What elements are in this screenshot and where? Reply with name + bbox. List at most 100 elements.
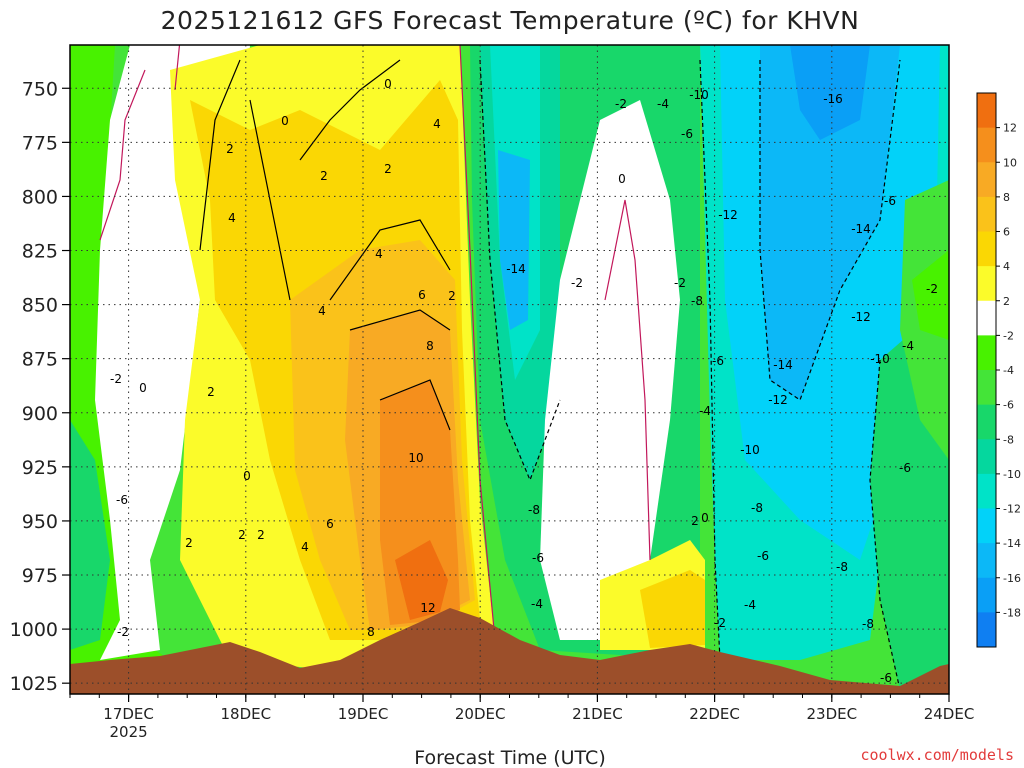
band-neg2-late [912, 250, 949, 340]
x-tick-label: 23DEC [807, 705, 858, 723]
colorbar-swatch [977, 162, 996, 198]
colorbar-label: 12 [1003, 122, 1017, 135]
x-tick-label: 19DEC [338, 705, 389, 723]
y-axis: 750 775 800 825 850 875 900 925 950 975 1000 1025 [10, 78, 70, 695]
contour-cold-2 [699, 59, 721, 661]
contour-label: -8 [862, 617, 874, 631]
band-neg6-left [70, 420, 110, 650]
contour-label: 4 [301, 540, 309, 554]
contour-label: 2 [185, 536, 193, 550]
colorbar-swatch [977, 508, 996, 544]
contour-label: -6 [116, 493, 128, 507]
contour-label: 2 [691, 514, 699, 528]
colorbar-swatch [977, 93, 996, 129]
contour-label: -4 [699, 404, 711, 418]
contour-label: -12 [851, 310, 871, 324]
colorbar-swatch [977, 300, 996, 336]
x-tick-label: 20DEC [455, 705, 506, 723]
x-axis: 17DEC 18DEC 19DEC 20DEC 21DEC 22DEC 23DEC 24DEC… [69, 694, 974, 741]
band-neg16-late [790, 45, 870, 140]
colorbar-swatch [977, 404, 996, 440]
colorbar-swatch [977, 439, 996, 475]
contour-label: 2 [207, 385, 215, 399]
contour-label: -6 [884, 194, 896, 208]
terrain [70, 608, 949, 694]
contour-label: -6 [757, 549, 769, 563]
colorbar-swatch [977, 127, 996, 163]
credit-text: coolwx.com/models [860, 746, 1014, 764]
contour-label: -4 [744, 598, 756, 612]
colorbar-label: -18 [1003, 606, 1021, 619]
contour-label: 6 [418, 288, 426, 302]
band-neg14-early [498, 150, 530, 330]
colorbar-label: -10 [1003, 468, 1021, 481]
band-12 [395, 540, 448, 620]
colorbar-label: 6 [1003, 226, 1010, 239]
y-tick-label: 850 [22, 295, 58, 317]
contour-label: -2 [714, 616, 726, 630]
x-tick-label: 17DEC [103, 705, 154, 723]
contour-zero-20dec [459, 45, 496, 641]
colorbar-label: -8 [1003, 433, 1014, 446]
y-tick-label: 950 [22, 511, 58, 533]
contour-label: 0 [618, 172, 626, 186]
colorbar-swatch [977, 577, 996, 613]
contour-label: 4 [228, 211, 236, 225]
x-tick-label: 21DEC [572, 705, 623, 723]
colorbar-swatch [977, 196, 996, 232]
contour-warm-1 [199, 59, 291, 301]
contour-label: 2 [448, 289, 456, 303]
contour-label: -6 [712, 354, 724, 368]
contour-label: 0 [243, 469, 251, 483]
contour-label: 2 [238, 528, 246, 542]
colorbar-label: -2 [1003, 329, 1014, 342]
y-tick-label: 825 [22, 241, 58, 263]
contour-label: 2 [384, 162, 392, 176]
contour-labels: 0 0 0 0 0 0 -2 -2 -2 -2 -2 -2 -2 -4 -4 -4 -4 -4 -6 -6 -6 -6 -6… [110, 77, 938, 685]
colorbar-label: -4 [1003, 364, 1014, 377]
y-tick-label: 1000 [10, 619, 58, 641]
contour-label: -10 [870, 352, 890, 366]
colorbar: 12 10 8 6 4 2 -2 -4 -6 -8 -10 -12 -14 -16 -18 [976, 92, 1021, 648]
y-tick-label: 800 [22, 186, 58, 208]
contour-label: -2 [615, 97, 627, 111]
colorbar-label: -14 [1003, 537, 1021, 550]
contour-cold-1 [479, 59, 561, 482]
contour-label: 2 [226, 142, 234, 156]
contour-label: 4 [318, 304, 326, 318]
contour-label: -8 [751, 501, 763, 515]
y-tick-label: 900 [22, 403, 58, 425]
contour-warm-2 [299, 59, 451, 301]
contour-label: -16 [823, 92, 843, 106]
contour-label: -6 [899, 461, 911, 475]
contour-label: -8 [836, 560, 848, 574]
colorbar-label: 10 [1003, 156, 1017, 169]
y-tick-label: 775 [22, 132, 58, 154]
contour-label: 0 [139, 381, 147, 395]
contour-label: 0 [701, 511, 709, 525]
contour-label: -8 [691, 294, 703, 308]
contour-warm-3 [349, 309, 451, 431]
contour-label: 2 [257, 528, 265, 542]
contour-label: 2 [320, 169, 328, 183]
colorbar-swatch [977, 612, 996, 648]
colorbar-label: -6 [1003, 399, 1014, 412]
contour-label: 6 [326, 517, 334, 531]
colorbar-label: 2 [1003, 295, 1010, 308]
contour-label: -6 [681, 127, 693, 141]
temperature-field [70, 45, 949, 694]
y-tick-label: 1025 [10, 673, 58, 695]
contour-label: -10 [689, 88, 709, 102]
colorbar-label: 8 [1003, 191, 1010, 204]
contour-label: 12 [420, 601, 435, 615]
colorbar-label: -16 [1003, 572, 1021, 585]
contour-label: -6 [880, 671, 892, 685]
contour-label: -2 [674, 276, 686, 290]
chart-title: 2025121612 GFS Forecast Temperature (ºC)… [161, 6, 860, 35]
contour-label: -10 [740, 443, 760, 457]
y-tick-label: 750 [22, 78, 58, 100]
contour-label: 8 [426, 339, 434, 353]
contour-label: 4 [433, 117, 441, 131]
y-tick-label: 875 [22, 349, 58, 371]
